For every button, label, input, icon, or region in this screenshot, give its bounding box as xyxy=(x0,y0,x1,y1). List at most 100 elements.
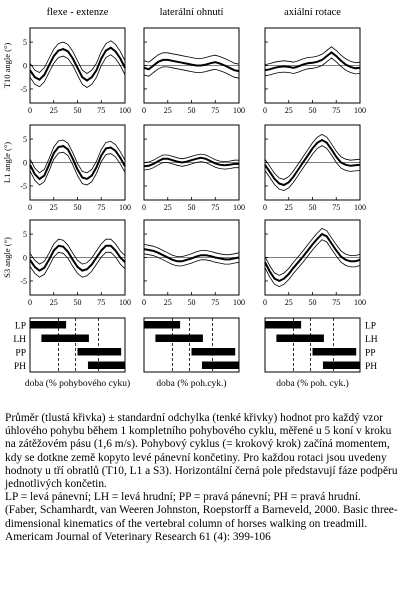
x-tick-label-0-0-1: 25 xyxy=(50,106,58,115)
limb-label-right-2: PP xyxy=(365,348,376,358)
mean-line-0-2 xyxy=(264,51,361,72)
gait-frame-1 xyxy=(143,317,240,373)
mean-line-2-1 xyxy=(143,248,240,263)
stance-bar-2-1 xyxy=(276,334,324,342)
x-tick-label-2-2-3: 75 xyxy=(332,298,340,307)
limb-label-left-1: LH xyxy=(13,335,26,345)
caption-citation: (Faber, Schamhardt, van Weeren Johnston,… xyxy=(5,504,398,543)
limb-label-left-0: LP xyxy=(15,321,26,331)
stance-bar-0-2 xyxy=(77,348,122,356)
sd-lower-1-1 xyxy=(143,161,239,171)
x-tick-label-0-2-3: 75 xyxy=(332,106,340,115)
sd-lower-0-0 xyxy=(29,54,126,88)
stance-bar-0-3 xyxy=(87,361,125,369)
gait-frame-0 xyxy=(29,317,126,373)
sd-lower-2-1 xyxy=(143,253,240,267)
x-tick-label-1-2-1: 25 xyxy=(285,203,293,212)
x-tick-label-1-2-2: 50 xyxy=(309,203,317,212)
caption-legend: LP = levá pánevní; LH = levá hrudní; PP … xyxy=(5,491,361,504)
column-title-1: laterální ohnutí xyxy=(160,7,224,18)
x-tick-label-1-0-1: 25 xyxy=(50,203,58,212)
column-title-2: axiální rotace xyxy=(284,7,341,18)
mean-line-2-2 xyxy=(264,232,361,283)
sd-lower-0-2 xyxy=(264,57,361,77)
y-tick-label-0-1: 0 xyxy=(23,62,27,71)
mean-line-2-0 xyxy=(29,244,126,272)
x-tick-label-1-1-4: 100 xyxy=(233,203,245,212)
x-tick-label-1-2-0: 0 xyxy=(263,203,267,212)
y-tick-label-1-2: -5 xyxy=(20,182,27,191)
x-tick-label-1-0-2: 50 xyxy=(74,203,82,212)
x-tick-label-0-0-3: 75 xyxy=(97,106,105,115)
x-tick-label-0-1-1: 25 xyxy=(164,106,172,115)
sd-upper-1-2 xyxy=(264,133,361,180)
caption-description: Průměr (tlustá křivka) ± standardní odch… xyxy=(5,412,398,491)
x-tick-label-2-1-3: 75 xyxy=(211,298,219,307)
x-tick-label-0-2-1: 25 xyxy=(285,106,293,115)
x-tick-label-2-1-1: 25 xyxy=(164,298,172,307)
x-tick-label-2-2-1: 25 xyxy=(285,298,293,307)
limb-label-left-2: PP xyxy=(15,348,26,358)
row-ylabel-0: T10 angle (°) xyxy=(2,43,12,89)
row-ylabel-2: S3 angle (°) xyxy=(2,237,12,278)
x-tick-label-1-0-3: 75 xyxy=(97,203,105,212)
x-tick-label-0-2-4: 100 xyxy=(354,106,366,115)
x-tick-label-1-2-3: 75 xyxy=(332,203,340,212)
y-tick-label-2-2: -5 xyxy=(20,277,27,286)
gait-xlabel-1: doba (% poh.cyk.) xyxy=(156,378,226,389)
stance-bar-0-1 xyxy=(41,334,89,342)
x-tick-label-2-0-2: 50 xyxy=(74,298,82,307)
x-tick-label-0-0-4: 100 xyxy=(119,106,131,115)
x-tick-label-0-1-3: 75 xyxy=(211,106,219,115)
stance-bar-2-0 xyxy=(265,321,302,329)
mean-line-1-0 xyxy=(29,145,126,181)
stance-bar-1-2 xyxy=(191,348,236,356)
sd-lower-2-0 xyxy=(29,251,126,278)
y-tick-label-0-2: -5 xyxy=(20,85,27,94)
column-title-0: flexe - extenze xyxy=(47,7,109,18)
x-tick-label-2-1-2: 50 xyxy=(188,298,196,307)
x-tick-label-1-1-3: 75 xyxy=(211,203,219,212)
mean-line-0-1 xyxy=(143,58,240,73)
x-tick-label-0-2-0: 0 xyxy=(263,106,267,115)
x-tick-label-1-1-1: 25 xyxy=(164,203,172,212)
sd-upper-1-1 xyxy=(143,153,239,163)
gait-frame-2 xyxy=(264,317,361,373)
x-tick-label-2-0-1: 25 xyxy=(50,298,58,307)
limb-label-right-0: LP xyxy=(365,321,376,331)
kinematics-figure: flexe - extenze laterální ohnutí axiální r… xyxy=(2,7,378,389)
row-ylabel-1: L1 angle (°) xyxy=(2,142,12,183)
sd-upper-0-2 xyxy=(264,46,361,65)
x-tick-label-1-0-0: 0 xyxy=(28,203,32,212)
x-tick-label-1-2-4: 100 xyxy=(354,203,366,212)
sd-upper-1-0 xyxy=(29,139,126,174)
sd-upper-2-2 xyxy=(264,227,361,276)
sd-upper-2-0 xyxy=(29,238,126,265)
figure-caption: Průměr (tlustá křivka) ± standardní odch… xyxy=(5,412,399,544)
x-tick-label-1-1-0: 0 xyxy=(142,203,146,212)
y-tick-label-2-1: 0 xyxy=(23,254,27,263)
x-tick-label-2-0-0: 0 xyxy=(28,298,32,307)
y-tick-label-0-0: 5 xyxy=(23,38,27,47)
x-tick-label-1-1-2: 50 xyxy=(188,203,196,212)
y-tick-label-1-1: 0 xyxy=(23,159,27,168)
x-tick-label-2-2-0: 0 xyxy=(263,298,267,307)
x-tick-label-2-2-4: 100 xyxy=(354,298,366,307)
limb-label-right-1: LH xyxy=(365,335,378,345)
mean-line-1-1 xyxy=(143,156,239,168)
y-tick-label-1-0: 5 xyxy=(23,135,27,144)
x-tick-label-1-0-4: 100 xyxy=(119,203,131,212)
gait-xlabel-2: doba (% poh. cyk.) xyxy=(276,378,349,389)
x-tick-label-0-0-2: 50 xyxy=(74,106,82,115)
sd-upper-0-1 xyxy=(143,52,240,65)
x-tick-label-2-2-2: 50 xyxy=(309,298,317,307)
stance-bar-1-1 xyxy=(155,334,203,342)
sd-upper-2-1 xyxy=(143,244,240,258)
sd-lower-0-1 xyxy=(143,66,240,79)
sd-lower-2-2 xyxy=(264,239,361,288)
stance-bar-1-3 xyxy=(201,361,239,369)
y-tick-label-2-0: 5 xyxy=(23,230,27,239)
mean-line-1-2 xyxy=(264,138,361,187)
x-tick-label-2-1-4: 100 xyxy=(233,298,245,307)
x-tick-label-0-2-2: 50 xyxy=(309,106,317,115)
